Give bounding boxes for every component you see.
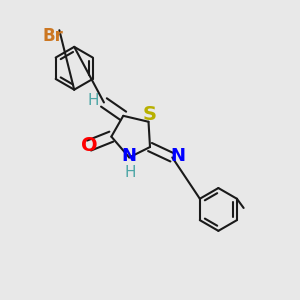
Text: S: S xyxy=(143,105,157,124)
Text: N: N xyxy=(122,147,137,165)
Text: H: H xyxy=(125,165,136,180)
Text: O: O xyxy=(81,136,98,155)
Text: Br: Br xyxy=(43,27,64,45)
Text: H: H xyxy=(88,94,99,109)
Text: N: N xyxy=(171,147,186,165)
